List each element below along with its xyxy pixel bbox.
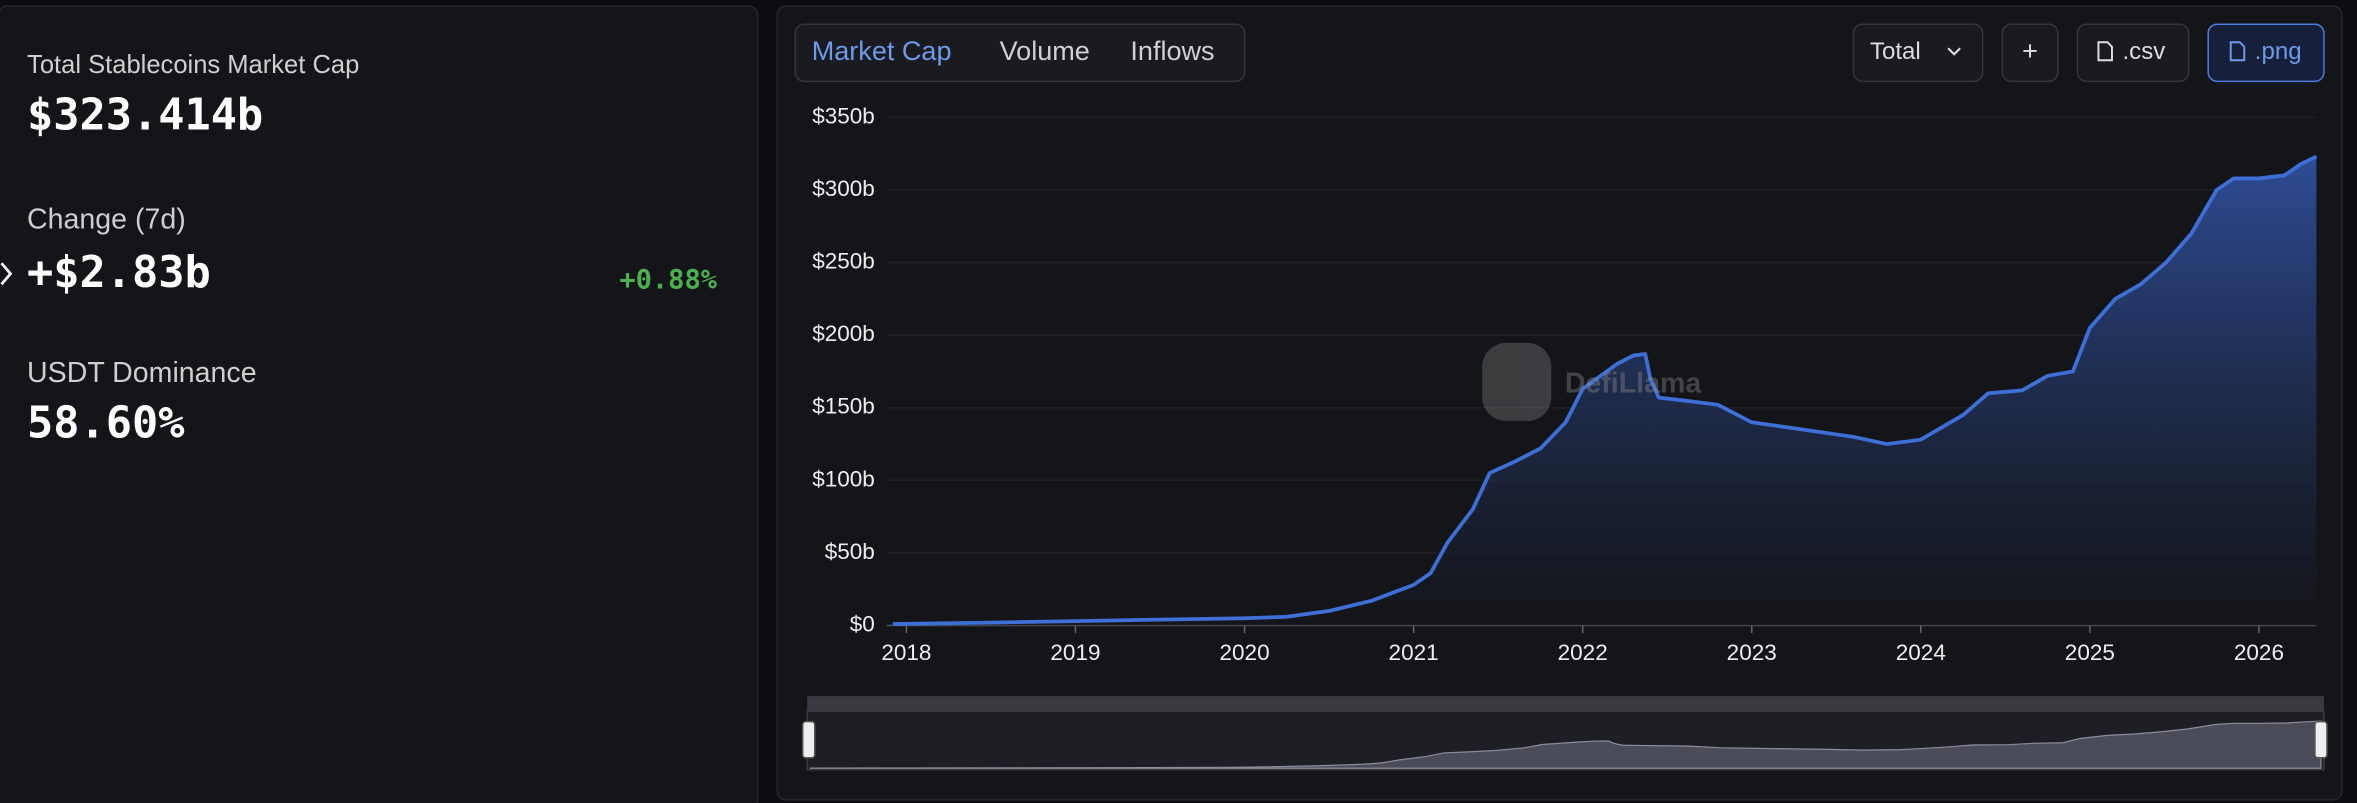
expand-icon[interactable] (0, 262, 13, 286)
chevron (1947, 47, 1961, 56)
x-tick-label: 2020 (1219, 640, 1269, 665)
tab-group (794, 23, 1246, 83)
scrollbar[interactable] (807, 696, 2324, 712)
watermark: DefiLlama (1482, 342, 1703, 422)
x-tick-label: 2018 (881, 640, 931, 665)
y-tick-label: $300b (812, 176, 875, 201)
stat-value: $323.414b (27, 90, 263, 140)
x-tick-label: 2022 (1558, 640, 1608, 665)
stat-label: Change (7d) (27, 204, 186, 236)
y-tick-label: $0 (850, 611, 875, 636)
y-tick-label: $150b (812, 394, 875, 419)
png-button[interactable] (2207, 23, 2325, 83)
file-icon (2229, 41, 2246, 62)
y-tick-label: $200b (812, 321, 875, 346)
x-tick-label: 2026 (2234, 640, 2284, 665)
y-tick-label: $250b (812, 249, 875, 274)
stats-panel (0, 5, 759, 803)
x-tick-label: 2019 (1050, 640, 1100, 665)
watermark-logo (1482, 342, 1552, 422)
area (892, 156, 2317, 626)
add-button[interactable] (2001, 23, 2059, 83)
nav-handle[interactable] (801, 720, 816, 759)
png-label: .png (2255, 38, 2302, 65)
x-tick-label: 2021 (1389, 640, 1439, 665)
stat-change: +0.88% (619, 265, 717, 296)
navigator-series (809, 720, 2322, 769)
tab[interactable]: Inflows (1130, 36, 1214, 66)
stat-label: USDT Dominance (27, 357, 257, 389)
select-label: Total (1870, 38, 1921, 65)
csv-label: .csv (2123, 38, 2166, 65)
add-label: + (2022, 36, 2038, 66)
watermark-text: DefiLlama (1565, 368, 1703, 400)
plot: $0 $50b $100b $150b $200b $250b $300b $350b 2018… (812, 103, 2318, 665)
select-button[interactable] (1852, 23, 1984, 83)
x-tick-label: 2025 (2065, 640, 2115, 665)
stat-value: +$2.83b (27, 248, 211, 298)
x-tick-label: 2023 (1727, 640, 1777, 665)
y-tick-label: $100b (812, 466, 875, 491)
y-tick-label: $350b (812, 103, 875, 128)
y-tick-label: $50b (825, 539, 875, 564)
line (892, 154, 2318, 626)
x-tick-label: 2024 (1896, 640, 1946, 665)
tab[interactable]: Market Cap (812, 36, 952, 66)
stat-value: 58.60% (27, 399, 184, 449)
csv-button[interactable] (2076, 23, 2190, 83)
file-icon (2097, 41, 2113, 62)
stat-label: Total Stablecoins Market Cap (27, 51, 359, 79)
tab[interactable]: Volume (1000, 36, 1090, 66)
nav-handle[interactable] (2314, 720, 2328, 759)
navigator-area (809, 720, 2322, 769)
